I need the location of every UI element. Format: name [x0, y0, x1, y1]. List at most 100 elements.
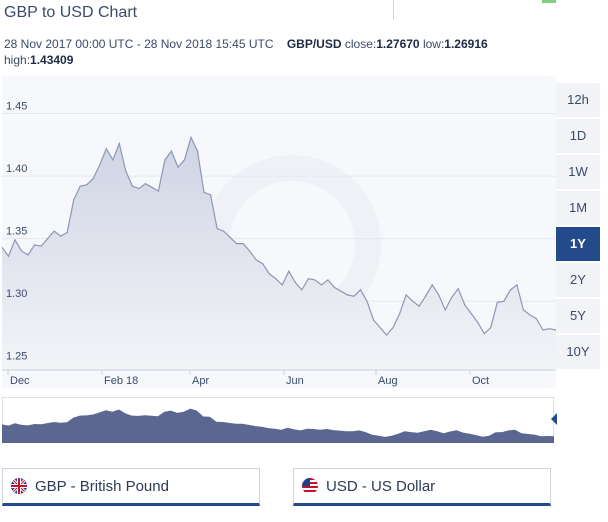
data-point — [164, 159, 166, 161]
data-point — [477, 321, 479, 324]
timeframe-12h-button[interactable]: 12h — [556, 83, 600, 118]
quote-currency-label: USD - US Dollar — [326, 477, 436, 495]
data-point — [438, 294, 440, 296]
data-point — [555, 329, 556, 331]
timeframe-2y-button[interactable]: 2Y — [556, 263, 600, 298]
data-point — [340, 290, 342, 292]
uk-flag-icon — [11, 478, 27, 494]
data-point — [196, 150, 199, 152]
price-line — [2, 135, 556, 336]
data-point — [14, 239, 16, 241]
data-point — [470, 313, 472, 315]
data-point — [183, 159, 186, 161]
currency-pair: GBP/USD — [286, 37, 342, 51]
data-point — [210, 194, 212, 196]
navigator-handle[interactable] — [551, 413, 557, 425]
range-navigator[interactable] — [2, 397, 554, 443]
data-point — [288, 270, 290, 272]
data-point — [418, 305, 420, 307]
data-point — [490, 326, 492, 329]
data-point — [431, 284, 433, 286]
data-point — [229, 236, 231, 238]
data-point — [268, 273, 270, 275]
data-point — [131, 185, 133, 187]
data-point — [372, 319, 375, 321]
data-point — [144, 183, 146, 185]
data-point — [496, 301, 498, 303]
us-flag-icon — [302, 478, 318, 494]
data-point — [223, 230, 225, 232]
x-tick-label: Apr — [192, 375, 209, 387]
x-tick-label: Oct — [472, 375, 489, 387]
y-tick-label: 1.25 — [6, 351, 27, 363]
data-point — [177, 166, 179, 168]
data-point — [535, 318, 538, 320]
data-point — [236, 243, 238, 245]
data-point — [366, 300, 368, 302]
timeframe-1y-button[interactable]: 1Y — [556, 227, 600, 262]
data-point — [522, 309, 525, 311]
high-value: 1.43409 — [30, 53, 74, 67]
data-point — [190, 136, 192, 138]
x-tick-label: Aug — [378, 375, 398, 387]
y-tick-label: 1.45 — [6, 101, 27, 113]
data-point — [53, 230, 55, 232]
data-point — [203, 191, 205, 193]
data-point — [151, 186, 153, 188]
data-point — [346, 294, 348, 296]
data-point — [281, 284, 283, 286]
data-point — [40, 245, 42, 247]
timeframe-1w-button[interactable]: 1W — [556, 155, 600, 190]
chart-summary: 28 Nov 2017 00:00 UTC - 28 Nov 2018 15:4… — [4, 36, 564, 68]
data-point — [275, 278, 277, 280]
data-point — [242, 243, 244, 245]
page-title: GBP to USD Chart — [4, 4, 138, 21]
data-point — [105, 148, 107, 150]
data-point — [7, 255, 10, 257]
timeframe-5y-button[interactable]: 5Y — [556, 299, 600, 334]
data-point — [262, 263, 264, 265]
low-value: 1.26916 — [444, 37, 488, 51]
data-point — [112, 159, 114, 161]
base-currency-select[interactable]: GBP - British Pound — [2, 468, 260, 506]
base-currency-label: GBP - British Pound — [35, 477, 169, 495]
timeframe-1m-button[interactable]: 1M — [556, 191, 600, 226]
data-point — [457, 288, 459, 290]
data-point — [405, 294, 407, 296]
high-label: high: — [4, 53, 31, 67]
data-point — [327, 279, 329, 281]
data-point — [307, 278, 309, 280]
data-point — [138, 188, 140, 190]
data-point — [503, 300, 505, 302]
data-point — [79, 185, 81, 187]
data-point — [47, 238, 49, 240]
data-point — [73, 199, 75, 201]
data-point — [516, 284, 518, 286]
timeframe-1d-button[interactable]: 1D — [556, 119, 600, 154]
x-tick-label: Jun — [286, 375, 304, 387]
data-point — [451, 296, 453, 298]
data-point — [60, 235, 62, 237]
data-point — [359, 289, 362, 291]
data-point — [66, 231, 68, 233]
data-point — [379, 326, 381, 329]
timeframe-10y-button[interactable]: 10Y — [556, 335, 600, 370]
data-point — [353, 295, 355, 297]
data-point — [444, 309, 446, 311]
data-point — [255, 259, 257, 261]
data-point — [249, 250, 251, 252]
data-point — [86, 184, 88, 186]
data-point — [542, 329, 544, 331]
date-range: 28 Nov 2017 00:00 UTC - 28 Nov 2018 15:4… — [4, 37, 274, 51]
data-point — [170, 150, 173, 152]
price-chart[interactable]: 1.25 1.30 1.35 1.40 1.45 Dec Feb 18 Apr Jun Aug O… — [2, 76, 556, 388]
data-point — [529, 314, 531, 316]
x-tick-label: Feb 18 — [104, 375, 138, 387]
quote-currency-select[interactable]: USD - US Dollar — [293, 468, 551, 506]
data-point — [125, 170, 127, 172]
y-tick-label: 1.30 — [6, 288, 27, 300]
data-point — [27, 254, 29, 256]
data-point — [548, 328, 551, 330]
low-label: low: — [422, 37, 445, 51]
data-point — [483, 333, 485, 335]
